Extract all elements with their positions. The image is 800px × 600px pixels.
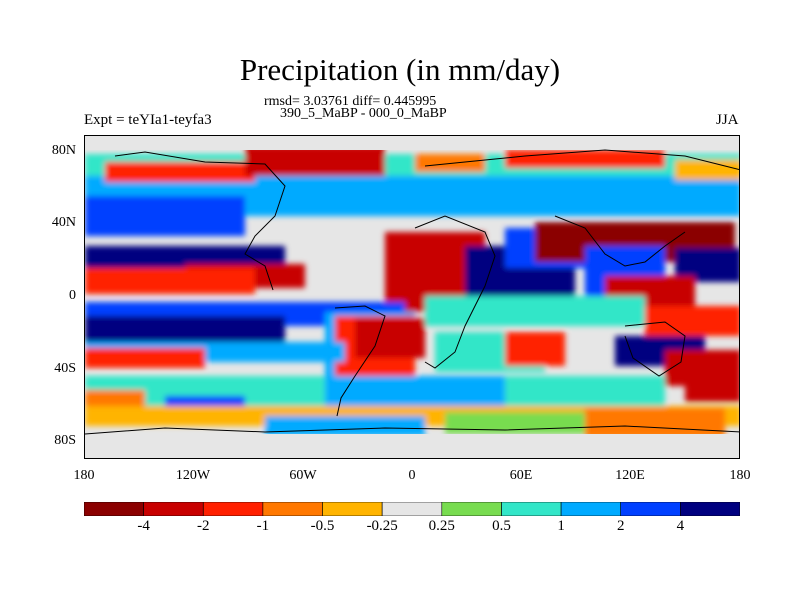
- season-label: JJA: [716, 112, 739, 128]
- colorbar-label-4: -0.25: [366, 518, 398, 534]
- colorbar-label-5: 0.25: [428, 518, 455, 534]
- precipitation-map: [84, 135, 740, 459]
- rmsd-diff-stats: rmsd= 3.03761 diff= 0.445995: [264, 94, 437, 109]
- lat-tick-40s: 40S: [54, 361, 76, 376]
- lon-tick-120w: 120W: [175, 468, 211, 483]
- lon-tick-60w: 60W: [289, 468, 317, 483]
- coastlines: [85, 149, 739, 435]
- coast-south-america: [334, 305, 386, 417]
- colorbar-swatch-10: [680, 502, 740, 516]
- coast-australia: [624, 321, 686, 377]
- colorbar-swatch-8: [560, 502, 622, 516]
- colorbar: [84, 502, 740, 516]
- colorbar-swatch-9: [620, 502, 681, 516]
- lat-tick-0: 0: [69, 288, 76, 303]
- colorbar-swatch-3: [262, 502, 323, 516]
- lon-tick-180e: 180: [729, 468, 751, 483]
- lon-tick-0: 0: [408, 468, 416, 483]
- colorbar-swatch-6: [441, 502, 502, 516]
- colorbar-swatch-2: [203, 502, 264, 516]
- colorbar-label-9: 4: [676, 518, 685, 534]
- colorbar-swatch-4: [322, 502, 383, 516]
- coast-eurasia: [424, 149, 739, 171]
- coast-africa: [414, 215, 496, 369]
- precipitation-map-svg: [85, 136, 739, 458]
- lon-tick-120e: 120E: [615, 468, 645, 483]
- colorbar-swatch-7: [501, 502, 562, 516]
- lat-tick-80n: 80N: [51, 143, 76, 158]
- experiment-label: Expt = teYIa1-teyfa3: [84, 112, 212, 128]
- precip-anomaly-field: [85, 146, 739, 438]
- period-comparison: 390_5_MaBP - 000_0_MaBP: [280, 106, 447, 121]
- lon-tick-60e: 60E: [509, 468, 533, 483]
- colorbar-label-0: -4: [137, 518, 150, 534]
- lon-tick-180w: 180: [73, 468, 95, 483]
- south-polar-gap: [85, 434, 739, 458]
- coast-north-america: [114, 151, 286, 291]
- colorbar-swatch-1: [143, 502, 204, 516]
- colorbar-label-2: -1: [256, 518, 270, 534]
- map-title: Precipitation (in mm/day): [239, 52, 561, 87]
- colorbar-label-1: -2: [197, 518, 210, 534]
- coast-antarctica: [85, 425, 739, 435]
- colorbar-label-3: -0.5: [310, 518, 335, 534]
- lat-tick-40n: 40N: [51, 215, 76, 230]
- coast-asia: [554, 215, 686, 267]
- colorbar-label-6: 0.5: [492, 518, 511, 534]
- lat-tick-80s: 80S: [54, 433, 76, 448]
- north-polar-gap: [85, 136, 739, 150]
- colorbar-swatch-5: [381, 502, 443, 516]
- colorbar-label-7: 1: [557, 518, 565, 534]
- colorbar-label-8: 2: [616, 518, 625, 534]
- colorbar-swatch-0: [84, 502, 144, 516]
